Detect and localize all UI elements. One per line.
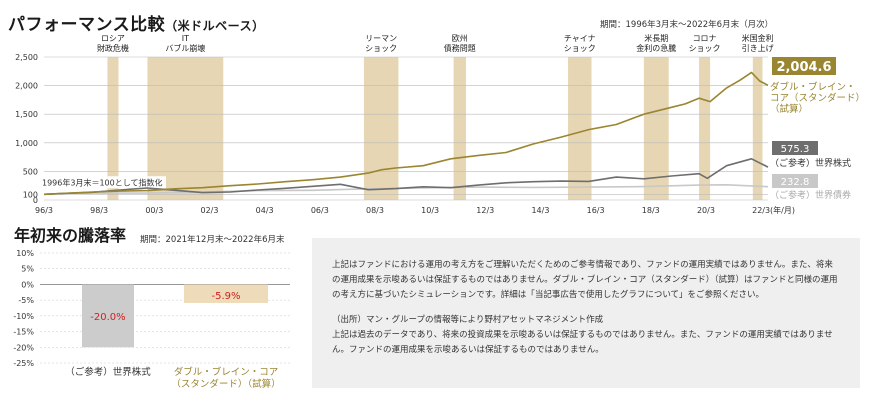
x-tick-label: 96/3	[35, 206, 53, 215]
series-line	[43, 71, 769, 196]
chart-title-sub: （米ドルベース）	[165, 19, 265, 33]
y-tick-label: 2,500	[15, 53, 38, 62]
y-tick-label: 0	[33, 196, 38, 205]
event-label: 米長期	[644, 33, 668, 43]
event-band	[568, 57, 592, 200]
ytd-category-label: （ご参考）世界株式	[65, 366, 151, 378]
y-tick-label: 2,000	[15, 82, 38, 91]
base-note: 1996年3月末＝100として指数化	[42, 177, 162, 187]
event-label: バブル崩壊	[165, 43, 205, 53]
x-tick-label: 10/3	[421, 206, 439, 215]
x-tick-label: 12/3	[476, 206, 494, 215]
fund-end-badge	[772, 57, 836, 75]
y-tick-label: -10%	[13, 312, 34, 321]
ytd-category-label: （スタンダード）（試算）	[171, 378, 280, 390]
chart-period: 期間：1996年3月末～2022年6月末（月次）	[600, 20, 774, 30]
ytd-value-label: -20.0%	[90, 312, 125, 323]
x-tick-label: 22/3	[752, 206, 770, 215]
bond-end-value: 232.8	[781, 177, 810, 188]
y-tick-label: 500	[23, 167, 38, 176]
event-band	[107, 57, 119, 200]
fund-series-name: ダブル・ブレイン・	[770, 81, 856, 93]
performance-line-chart: ロシア財政危機ITバブル崩壊リーマンショック欧州債務問題チャイナショック米長期金…	[15, 33, 865, 215]
event-label: 欧州	[452, 33, 468, 43]
series-line	[43, 184, 769, 196]
event-label: コロナ	[693, 34, 717, 43]
event-band	[363, 57, 399, 200]
event-label: ロシア	[101, 34, 125, 43]
x-tick-label: 04/3	[256, 206, 274, 215]
y-tick-label: 100	[23, 190, 38, 199]
event-label: ショック	[564, 44, 596, 53]
fund-series-name: （試算）	[770, 103, 808, 115]
x-tick-label: 08/3	[366, 206, 384, 215]
ytd-bar-chart: 10% 5% 0% -5% -10% -15% -20% -25% -20.0% -5.9% （ご参…	[13, 249, 290, 390]
x-tick-label: 98/3	[90, 206, 108, 215]
y-tick-label: -20%	[13, 343, 34, 352]
stock-end-value: 575.3	[781, 144, 810, 155]
event-band	[453, 57, 466, 200]
chart-title: パフォーマンス比較（米ドルベース）	[8, 10, 265, 35]
y-tick-label: -15%	[13, 328, 34, 337]
ytd-bar	[82, 284, 134, 348]
bond-end-badge	[772, 174, 818, 188]
x-axis-unit: (年/月)	[770, 205, 795, 215]
disclaimer-paragraph-2: 上記は過去のデータであり、将来の投資成果を示唆あるいは保証するものではありません…	[332, 330, 833, 355]
event-label: 米国金利	[742, 33, 774, 43]
y-tick-label: 0%	[21, 280, 34, 289]
base-note-bg	[40, 176, 166, 189]
ytd-category-label: ダブル・ブレイン・コア	[174, 366, 279, 378]
stock-end-badge	[772, 141, 818, 155]
y-tick-label: 5%	[21, 265, 34, 274]
y-tick-label: 1,000	[15, 139, 38, 148]
y-tick-label: 10%	[16, 249, 34, 258]
ytd-value-label: -5.9%	[211, 291, 240, 302]
event-label: ショック	[689, 44, 721, 53]
x-tick-label: 14/3	[531, 206, 549, 215]
x-tick-label: 00/3	[145, 206, 163, 215]
chart-title-main: パフォーマンス比較	[8, 15, 166, 35]
fund-series-name: コア（スタンダード）	[770, 92, 865, 104]
stock-series-name: （ご参考）世界株式	[770, 157, 851, 169]
event-label: 債務問題	[444, 43, 476, 53]
x-tick-label: 16/3	[587, 206, 605, 215]
event-label: 財政危機	[97, 43, 129, 53]
y-tick-label: 1,500	[15, 110, 38, 119]
x-tick-label: 02/3	[201, 206, 219, 215]
x-tick-label: 20/3	[697, 206, 715, 215]
disclaimer-paragraph: 上記はファンドにおける運用の考え方をご理解いただくためのご参考情報であり、ファン…	[332, 260, 838, 300]
event-label: リーマン	[365, 34, 397, 43]
x-tick-label: 06/3	[311, 206, 329, 215]
event-label: 引き上げ	[742, 44, 774, 53]
source-note: （出所）マン・グループの情報等により野村アセットマネジメント作成	[332, 315, 604, 325]
event-band	[147, 57, 224, 200]
fund-end-value: 2,004.6	[776, 60, 831, 75]
event-label: IT	[182, 34, 189, 43]
event-label: チャイナ	[564, 34, 596, 43]
event-label: ショック	[365, 44, 397, 53]
event-label: 金利の急騰	[636, 43, 676, 53]
disclaimer-box: 上記はファンドにおける運用の考え方をご理解いただくためのご参考情報であり、ファン…	[312, 238, 860, 388]
x-tick-label: 18/3	[642, 206, 660, 215]
bond-series-name: （ご参考）世界債券	[770, 189, 851, 201]
event-band	[699, 57, 711, 200]
event-band	[752, 57, 763, 200]
ytd-period: 期間：2021年12月末～2022年6月末	[140, 235, 285, 245]
ytd-bar	[184, 284, 268, 303]
y-tick-label: -5%	[18, 296, 34, 305]
ytd-title: 年初来の騰落率	[14, 226, 127, 245]
y-tick-label: -25%	[13, 359, 34, 368]
